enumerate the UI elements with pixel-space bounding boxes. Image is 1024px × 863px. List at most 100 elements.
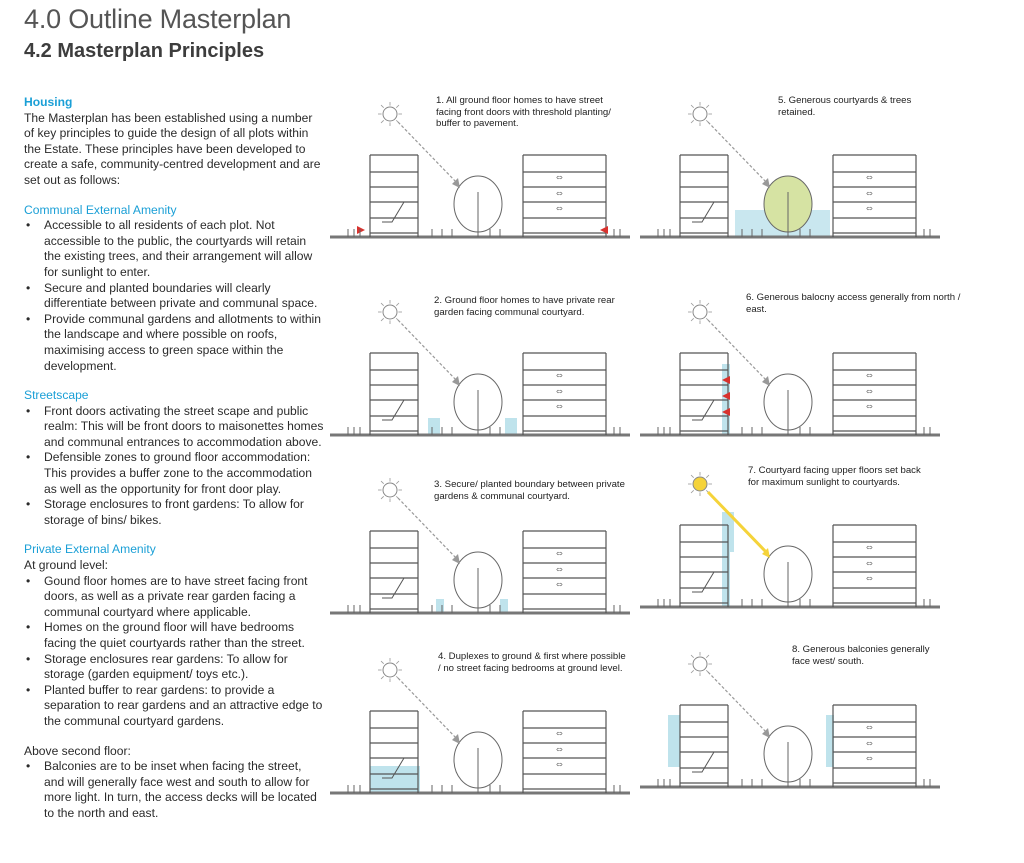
diagram-caption-6: 6. Generous balocny access generally fro… — [746, 292, 961, 315]
diagram-caption-8: 8. Generous balconies generally face wes… — [792, 644, 930, 667]
diagram-panel-5: ⇔ ⇔ ⇔ 5. Generous courtyards & trees retai… — [640, 92, 940, 239]
sunlight-arrow — [397, 121, 459, 185]
setback-highlight — [722, 552, 730, 607]
ground-level-intro: At ground level: — [24, 558, 109, 573]
sun-ray — [396, 660, 400, 664]
above-second-floor-intro: Above second floor: — [24, 743, 131, 758]
door-arrow-glyph: ⇔ — [556, 549, 563, 558]
door-arrow-glyph: ⇔ — [866, 559, 873, 568]
section-diagram-7: ⇔ ⇔ ⇔ — [640, 472, 940, 609]
diagram-caption-1: 1. All ground floor homes to have street… — [436, 95, 611, 130]
list-item: Secure and planted boundaries will clear… — [24, 281, 324, 312]
red-arrow-icon — [722, 392, 730, 400]
sunlight-arrowhead — [452, 178, 460, 188]
door-arrow-glyph: ⇔ — [866, 723, 873, 732]
boundary-highlight — [436, 599, 444, 613]
door-arrow-glyph: ⇔ — [556, 760, 563, 769]
red-arrow-icon — [357, 226, 365, 234]
sun-ray — [380, 480, 384, 484]
door-arrow-glyph: ⇔ — [866, 543, 873, 552]
housing-heading: Housing — [24, 95, 73, 109]
sun-ray — [380, 318, 384, 322]
sun-ray — [380, 104, 384, 108]
rear-garden-highlight — [428, 418, 440, 435]
sun-ray — [396, 480, 400, 484]
sunlight-arrow — [707, 319, 769, 383]
sunlight-arrowhead — [452, 376, 460, 386]
diagram-panel-8: ⇔ ⇔ ⇔ 8. Generous balconies generally face… — [640, 642, 940, 789]
section-diagram-2: ⇔ ⇔ ⇔ — [330, 300, 630, 437]
door-arrow-glyph: ⇔ — [866, 189, 873, 198]
sun-ray — [690, 490, 694, 494]
sun-ray — [690, 670, 694, 674]
sunlight-arrow — [707, 671, 769, 735]
list-item: Accessible to all residents of each plot… — [24, 218, 324, 280]
sun-ray — [380, 120, 384, 124]
sun-ray — [690, 474, 694, 478]
streetscape-list: Front doors activating the street scape … — [24, 404, 324, 529]
diagram-caption-2: 2. Ground floor homes to have private re… — [434, 295, 615, 318]
balcony-highlight — [826, 715, 834, 767]
sun-icon — [382, 106, 398, 122]
door-arrow-glyph: ⇔ — [866, 402, 873, 411]
sun-ray — [396, 302, 400, 306]
section-diagram-1: ⇔ ⇔ ⇔ — [330, 102, 630, 239]
section-diagram-8: ⇔ ⇔ ⇔ — [640, 652, 940, 789]
sun-ray — [690, 120, 694, 124]
door-arrow-glyph: ⇔ — [556, 371, 563, 380]
sun-icon — [692, 304, 708, 320]
stair-line — [382, 201, 416, 223]
diagram-panel-3: ⇔ ⇔ ⇔ 3. Secure/ planted boundary between … — [330, 468, 630, 615]
diagram-panel-2: ⇔ ⇔ ⇔ 2. Ground floor homes to have privat… — [330, 290, 630, 437]
list-item: Homes on the ground floor will have bedr… — [24, 620, 324, 651]
sun-ray — [706, 654, 710, 658]
door-arrow-glyph: ⇔ — [866, 204, 873, 213]
door-arrow-glyph: ⇔ — [556, 565, 563, 574]
door-arrow-glyph: ⇔ — [556, 745, 563, 754]
sun-ray — [690, 318, 694, 322]
list-item: Storage enclosures rear gardens: To allo… — [24, 652, 324, 683]
door-arrow-glyph: ⇔ — [556, 729, 563, 738]
sunlight-arrowhead — [762, 178, 770, 188]
above-second-floor-list: Balconies are to be inset when facing th… — [24, 759, 324, 821]
sun-icon — [692, 106, 708, 122]
sunlight-arrowhead — [762, 728, 770, 738]
page-subtitle: 4.2 Masterplan Principles — [24, 40, 265, 62]
diagram-panel-6: ⇔ ⇔ ⇔ 6. Generous balocny access generally… — [640, 290, 960, 437]
red-arrow-icon — [600, 226, 608, 234]
door-arrow-glyph: ⇔ — [866, 173, 873, 182]
sun-icon — [382, 662, 398, 678]
sun-ray — [706, 474, 710, 478]
stair-line — [692, 751, 726, 773]
door-arrow-glyph: ⇔ — [866, 574, 873, 583]
streetscape-heading: Streetscape — [24, 388, 89, 403]
red-arrow-icon — [722, 408, 730, 416]
sun-icon — [692, 476, 708, 492]
principles-text: Housing The Masterplan has been establis… — [24, 95, 324, 822]
list-item: Provide communal gardens and allotments … — [24, 312, 324, 374]
door-arrow-glyph: ⇔ — [866, 739, 873, 748]
sunlight-arrowhead — [762, 548, 770, 558]
section-diagram-3: ⇔ ⇔ ⇔ — [330, 478, 630, 615]
boundary-highlight — [500, 599, 508, 613]
stair-line — [382, 577, 416, 599]
sun-ray — [706, 104, 710, 108]
section-diagram-6: ⇔ ⇔ ⇔ — [640, 300, 940, 437]
door-arrow-glyph: ⇔ — [556, 204, 563, 213]
diagram-panel-1: ⇔ ⇔ ⇔ 1. All ground floor homes to have st… — [330, 92, 630, 239]
door-arrow-glyph: ⇔ — [866, 371, 873, 380]
section-diagram-5: ⇔ ⇔ ⇔ — [640, 102, 940, 239]
door-arrow-glyph: ⇔ — [866, 754, 873, 763]
sun-ray — [380, 676, 384, 680]
private-amenity-heading: Private External Amenity — [24, 542, 156, 557]
sunlight-arrow — [397, 319, 459, 383]
sun-ray — [380, 496, 384, 500]
page-title: 4.0 Outline Masterplan — [24, 4, 292, 34]
housing-intro: The Masterplan has been established usin… — [24, 110, 321, 187]
diagram-caption-3: 3. Secure/ planted boundary between priv… — [434, 479, 625, 502]
diagram-panel-7: ⇔ ⇔ ⇔ 7. Courtyard facing upper floors set… — [640, 462, 940, 609]
diagram-caption-5: 5. Generous courtyards & trees retained. — [778, 95, 912, 118]
door-arrow-glyph: ⇔ — [866, 387, 873, 396]
door-arrow-glyph: ⇔ — [556, 402, 563, 411]
sun-icon — [382, 304, 398, 320]
